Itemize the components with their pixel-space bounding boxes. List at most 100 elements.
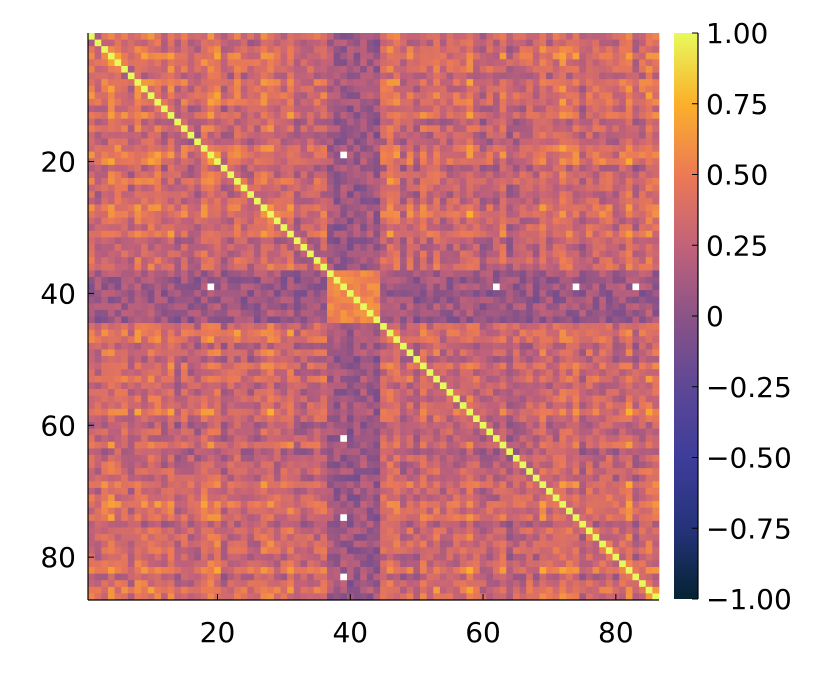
heatmap-cell — [426, 276, 434, 284]
heatmap-cell — [240, 303, 248, 311]
heatmap-cell — [572, 369, 580, 377]
heatmap-cell — [619, 171, 627, 179]
heatmap-cell — [273, 303, 281, 311]
heatmap-cell — [107, 72, 115, 80]
heatmap-cell — [320, 369, 328, 377]
heatmap-cell — [373, 342, 381, 350]
heatmap-cell — [499, 39, 507, 47]
heatmap-cell — [114, 224, 122, 232]
heatmap-cell — [366, 204, 374, 212]
heatmap-cell — [572, 105, 580, 113]
heatmap-cell — [307, 263, 315, 271]
heatmap-cell — [559, 138, 567, 146]
heatmap-cell — [88, 336, 95, 344]
heatmap-cell — [400, 65, 408, 73]
heatmap-cell — [333, 138, 341, 146]
heatmap-cell — [300, 290, 308, 298]
heatmap-cell — [406, 79, 414, 87]
heatmap-cell — [592, 85, 600, 93]
heatmap-cell — [187, 164, 195, 172]
heatmap-cell — [512, 263, 520, 271]
heatmap-cell — [267, 362, 275, 370]
heatmap-cell — [88, 33, 95, 40]
heatmap-cell — [393, 46, 401, 54]
heatmap-cell — [180, 356, 188, 364]
heatmap-cell — [134, 46, 142, 54]
heatmap-cell — [293, 131, 301, 139]
heatmap-cell — [386, 204, 394, 212]
heatmap-cell — [546, 138, 554, 146]
heatmap-cell — [88, 151, 95, 159]
heatmap-cell — [200, 250, 208, 258]
heatmap-cell — [234, 375, 242, 383]
heatmap-cell — [639, 138, 647, 146]
heatmap-cell — [493, 79, 501, 87]
heatmap-cell — [380, 336, 388, 344]
heatmap-cell — [174, 224, 182, 232]
heatmap-cell — [486, 356, 494, 364]
heatmap-cell — [253, 98, 261, 106]
heatmap-cell — [313, 204, 321, 212]
heatmap-cell — [599, 316, 607, 324]
heatmap-cell — [121, 243, 129, 251]
heatmap-cell — [592, 316, 600, 324]
heatmap-cell — [459, 197, 467, 205]
heatmap-cell — [599, 191, 607, 199]
heatmap-cell — [313, 125, 321, 133]
heatmap-cell — [546, 303, 554, 311]
heatmap-cell — [566, 52, 574, 60]
heatmap-cell — [273, 59, 281, 67]
heatmap-cell — [260, 237, 268, 245]
heatmap-cell — [114, 243, 122, 251]
heatmap-cell — [439, 250, 447, 258]
heatmap-cell — [373, 131, 381, 139]
heatmap-cell — [380, 59, 388, 67]
heatmap-cell — [479, 79, 487, 87]
heatmap-cell — [227, 145, 235, 153]
heatmap-cell — [194, 389, 202, 396]
heatmap-cell — [307, 191, 315, 199]
heatmap-cell — [612, 197, 620, 205]
heatmap-cell — [88, 85, 95, 93]
heatmap-cell — [107, 415, 115, 423]
heatmap-cell — [493, 342, 501, 350]
heatmap-cell — [645, 197, 653, 205]
heatmap-cell — [333, 197, 341, 205]
heatmap-cell — [313, 356, 321, 364]
heatmap-cell — [88, 178, 95, 185]
heatmap-cell — [214, 85, 222, 93]
heatmap-cell — [247, 92, 255, 100]
heatmap-cell — [579, 171, 587, 179]
heatmap-cell — [267, 204, 275, 212]
heatmap-cell — [141, 197, 149, 205]
heatmap-cell — [260, 197, 268, 205]
heatmap-cell — [174, 375, 182, 383]
heatmap-cell — [273, 408, 281, 416]
heatmap-cell — [546, 230, 554, 238]
heatmap-cell — [499, 257, 507, 265]
heatmap-cell — [625, 72, 633, 80]
heatmap-cell — [639, 369, 647, 377]
heatmap-cell — [320, 65, 328, 73]
heatmap-cell — [619, 382, 627, 390]
heatmap-cell — [599, 237, 607, 245]
heatmap-cell — [566, 72, 574, 80]
heatmap-cell — [579, 52, 587, 60]
heatmap-cell — [154, 171, 162, 179]
heatmap-cell — [413, 131, 421, 139]
heatmap-cell — [406, 243, 414, 251]
heatmap-cell — [234, 184, 242, 192]
heatmap-cell — [293, 98, 301, 106]
heatmap-cell — [161, 237, 169, 245]
heatmap-cell — [200, 243, 208, 251]
heatmap-cell — [393, 138, 401, 146]
heatmap-cell — [486, 329, 494, 337]
heatmap-cell — [174, 276, 182, 284]
heatmap-cell — [486, 46, 494, 54]
heatmap-cell — [459, 79, 467, 87]
heatmap-cell — [559, 408, 567, 416]
heatmap-cell — [346, 52, 354, 60]
heatmap-cell — [546, 389, 554, 396]
heatmap-cell — [386, 46, 394, 54]
heatmap-cell — [552, 191, 560, 199]
